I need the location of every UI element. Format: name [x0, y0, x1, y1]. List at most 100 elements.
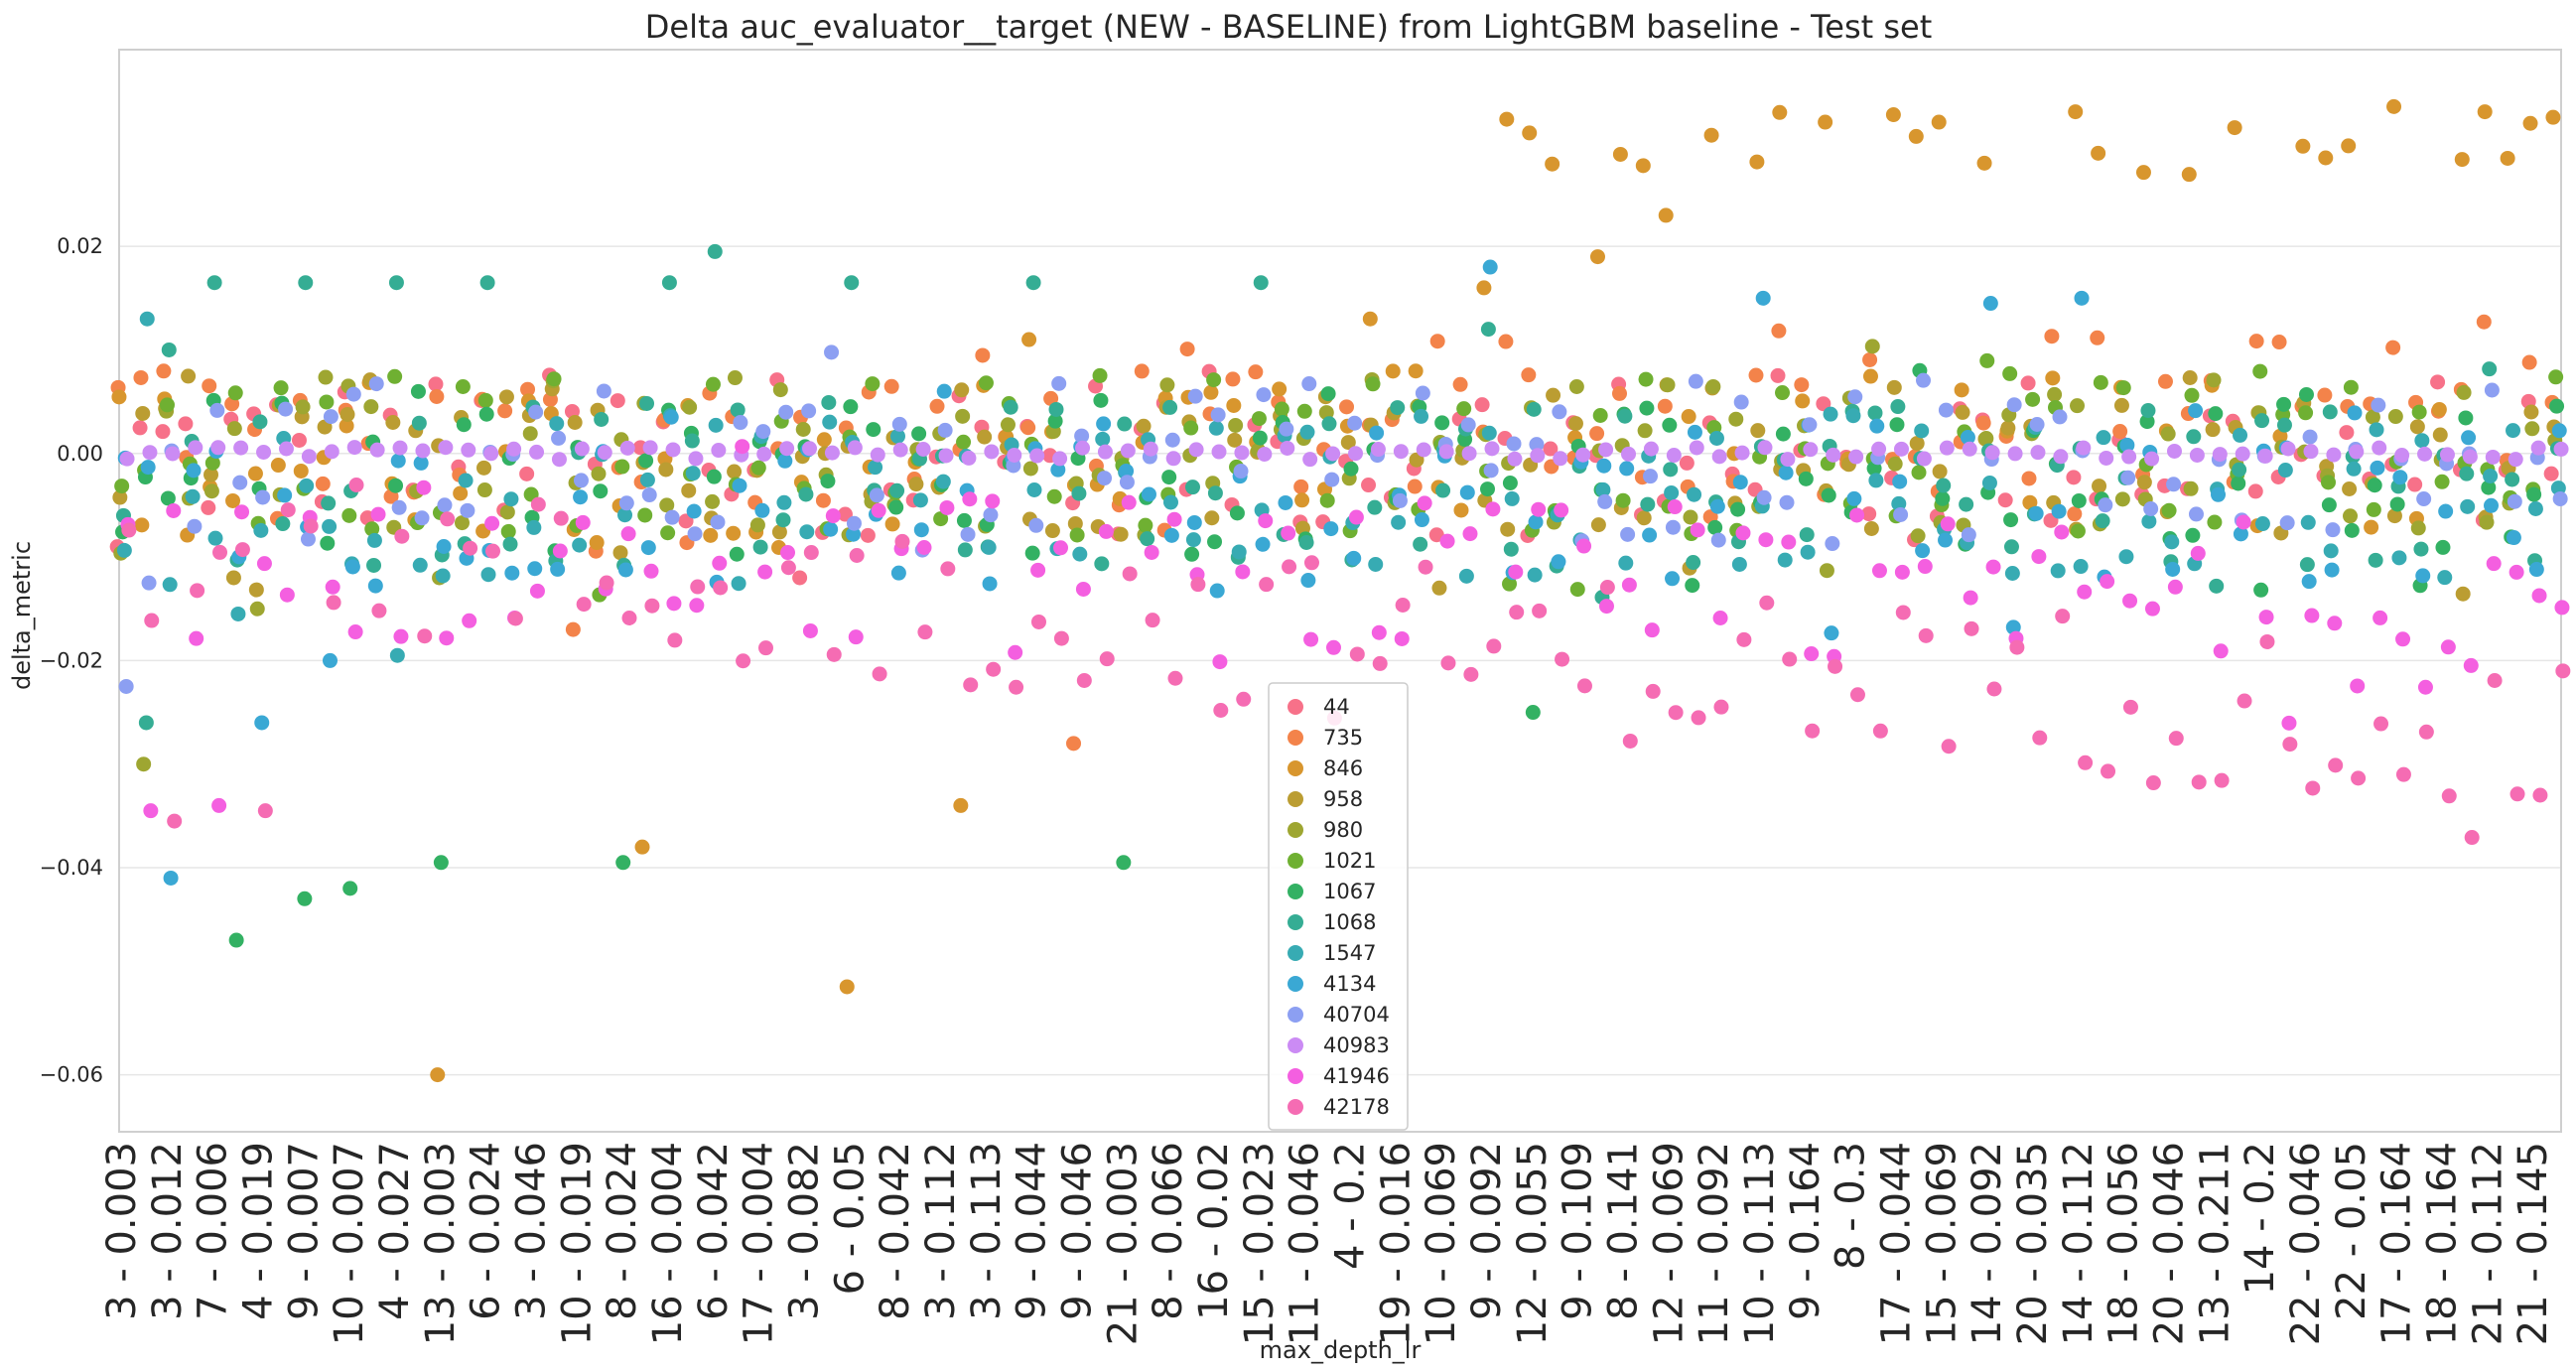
data-point	[1846, 490, 1862, 506]
data-point	[690, 579, 706, 595]
data-point	[550, 561, 566, 577]
data-point	[546, 371, 562, 387]
data-point	[270, 458, 286, 474]
data-point	[1282, 559, 1297, 575]
data-point	[2328, 757, 2344, 773]
data-point	[977, 429, 993, 445]
data-point	[413, 455, 429, 471]
data-point	[935, 474, 951, 489]
data-point	[1046, 488, 1062, 504]
data-point	[1685, 578, 1700, 594]
data-point	[2318, 150, 2334, 166]
data-point	[2476, 314, 2492, 330]
data-point	[187, 518, 203, 534]
data-point	[1361, 478, 1377, 493]
data-point	[2416, 490, 2432, 506]
data-point	[2258, 610, 2274, 625]
data-point	[2548, 369, 2564, 385]
data-point	[2463, 657, 2479, 673]
x-tick-label: 13 - 0.003	[418, 1142, 464, 1345]
data-point	[1047, 413, 1063, 429]
x-tick-label: 15 - 0.069	[1919, 1142, 1965, 1345]
data-point	[576, 597, 592, 613]
data-point	[1186, 514, 1202, 530]
data-point	[712, 555, 728, 571]
data-point	[1140, 531, 1155, 547]
data-point	[253, 522, 269, 538]
data-point	[824, 445, 840, 461]
data-point	[142, 445, 158, 461]
data-point	[2028, 505, 2044, 521]
data-point	[837, 506, 853, 522]
data-point	[112, 489, 128, 505]
data-point	[2305, 780, 2321, 796]
data-point	[203, 483, 219, 499]
data-point	[1502, 576, 1518, 592]
data-point	[1503, 541, 1519, 557]
data-point	[573, 473, 589, 488]
data-point	[639, 395, 655, 411]
data-point	[1963, 590, 1978, 606]
data-point	[347, 624, 363, 640]
data-point	[982, 576, 998, 592]
data-point	[2254, 516, 2270, 532]
data-point	[2508, 452, 2523, 468]
data-point	[2321, 497, 2337, 513]
data-point	[1008, 644, 1023, 660]
data-point	[1281, 525, 1296, 541]
data-point	[681, 482, 697, 498]
data-point	[1981, 475, 1997, 490]
data-point	[1891, 495, 1907, 511]
data-point	[1392, 492, 1408, 508]
data-point	[1007, 447, 1022, 463]
data-point	[132, 420, 148, 436]
data-point	[1771, 323, 1787, 339]
data-point	[2119, 437, 2135, 453]
data-point	[860, 527, 876, 543]
data-point	[1595, 481, 1611, 497]
data-point	[890, 565, 906, 581]
data-point	[2055, 609, 2071, 624]
x-tick-label: 15 - 0.023	[1237, 1142, 1283, 1345]
data-point	[823, 521, 839, 537]
data-point	[1709, 498, 1725, 514]
data-point	[165, 446, 181, 462]
data-point	[318, 369, 334, 385]
data-point	[2454, 152, 2470, 168]
data-point	[1954, 382, 1969, 398]
data-point	[616, 507, 632, 523]
data-point	[638, 453, 654, 469]
data-point	[118, 678, 134, 694]
data-point	[2100, 574, 2115, 590]
data-point	[2188, 403, 2204, 419]
data-point	[2506, 530, 2521, 546]
data-point	[821, 394, 837, 410]
data-point	[2521, 354, 2537, 370]
data-point	[894, 533, 910, 549]
data-point	[2182, 370, 2198, 386]
data-point	[480, 567, 496, 583]
data-point	[320, 535, 336, 551]
data-point	[437, 497, 453, 513]
data-point	[2372, 440, 2387, 456]
data-point	[1458, 568, 1474, 584]
data-point	[252, 414, 268, 430]
legend-entry: 40983	[1323, 1033, 1390, 1057]
data-point	[1502, 476, 1518, 491]
data-point	[1486, 638, 1502, 654]
data-point	[411, 415, 427, 431]
data-point	[2392, 470, 2408, 485]
data-point	[1803, 442, 1819, 458]
x-tick-label: 17 - 0.164	[2374, 1142, 2420, 1345]
data-point	[1663, 462, 1679, 478]
data-point	[2247, 483, 2263, 499]
data-point	[1521, 367, 1537, 383]
data-point	[1163, 527, 1179, 543]
data-point	[529, 583, 545, 599]
x-tick-label: 3 - 0.113	[964, 1142, 1010, 1320]
data-point	[2411, 404, 2427, 420]
data-point	[2213, 643, 2229, 659]
x-tick-label: 8 - 0.024	[600, 1142, 645, 1320]
data-point	[2054, 524, 2070, 540]
data-point	[1828, 658, 1843, 674]
